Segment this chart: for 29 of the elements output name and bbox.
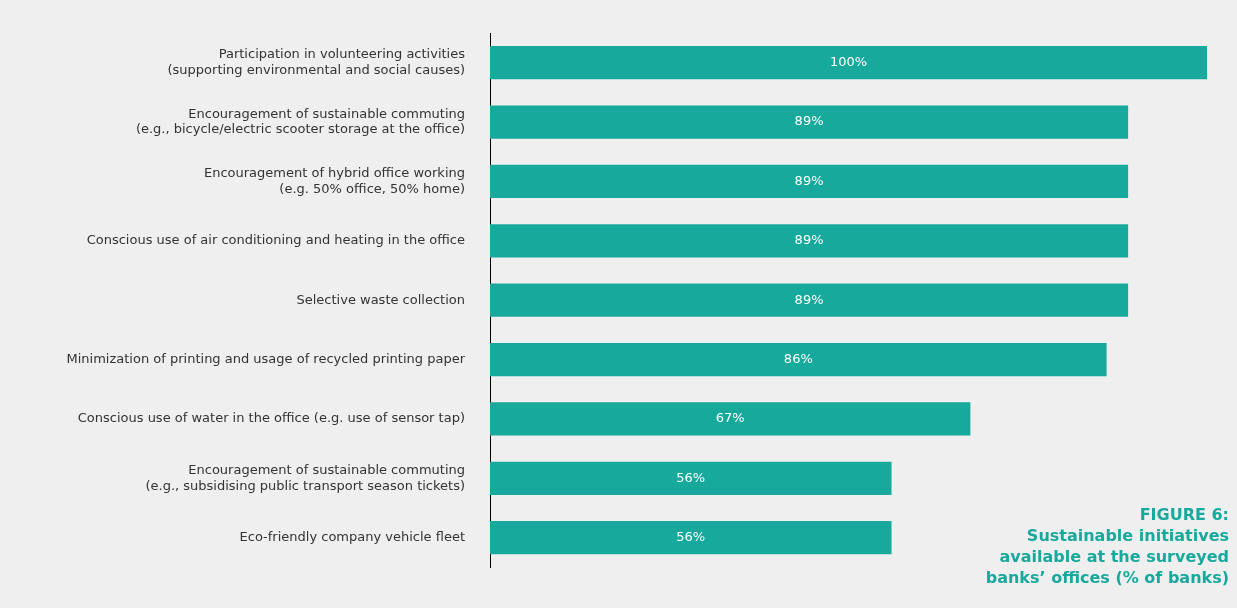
y-tick-label: Conscious use of water in the office (e.g. use of sensor tap) <box>77 410 465 426</box>
bar <box>490 521 892 555</box>
text: Sustainable initiatives available at the surveyed banks’ offices (% of banks) <box>984 525 1229 588</box>
bar <box>490 164 1129 199</box>
y-tick-label: Encouragement of sustainable commuting (e.g., bicycle/electric scooter storage at the office) <box>135 105 465 137</box>
data-label: 89% <box>794 291 824 307</box>
data-label: 89% <box>794 232 824 248</box>
y-tick-label: Encouragement of hybrid office working (e.g. 50% office, 50% home) <box>203 165 465 196</box>
data-label: 100% <box>829 54 868 70</box>
data-label: 56% <box>676 529 706 545</box>
y-tick-label: Conscious use of air conditioning and heating in the office <box>86 232 465 248</box>
bar <box>490 224 1129 258</box>
bar <box>490 342 1107 377</box>
bar <box>490 402 971 436</box>
text: FIGURE 6: <box>1138 504 1229 525</box>
bar <box>490 283 1129 317</box>
y-tick-label: Eco-friendly company vehicle fleet <box>239 529 465 545</box>
y-tick-label: Participation in volunteering activities (supporting environmental and social causes) <box>167 46 466 77</box>
bar <box>490 461 892 495</box>
data-label: 89% <box>794 113 824 129</box>
y-tick-label: Selective waste collection <box>296 291 465 307</box>
data-label: 56% <box>676 469 706 485</box>
bar <box>490 105 1129 139</box>
bar <box>490 46 1207 80</box>
y-tick-label: Encouragement of sustainable commuting (e.g., subsidising public transport season tickets) <box>145 461 465 493</box>
y-tick-label: Minimization of printing and usage of recycled printing paper <box>66 350 466 366</box>
data-label: 67% <box>715 410 745 426</box>
data-label: 86% <box>783 350 813 366</box>
data-label: 89% <box>794 172 824 188</box>
